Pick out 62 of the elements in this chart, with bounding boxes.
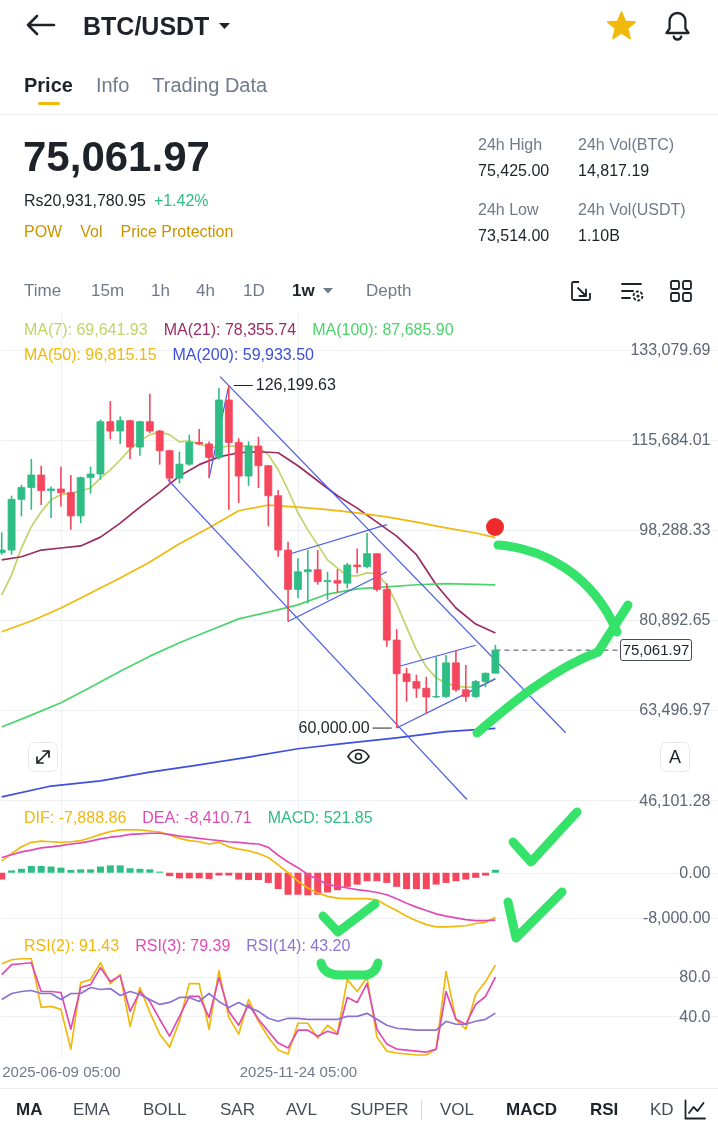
text: MA xyxy=(16,1099,43,1121)
text: 14,817.19 xyxy=(578,161,650,181)
text: MACD: 521.85 xyxy=(267,808,373,828)
text: EMA xyxy=(73,1099,110,1121)
annotation: A xyxy=(660,742,690,772)
series-label: RSI(2): 91.43 xyxy=(24,936,120,956)
text: +1.42% xyxy=(153,191,209,211)
text: POW xyxy=(24,222,63,242)
text: 1.10B xyxy=(578,226,620,246)
text: SUPER xyxy=(350,1099,409,1121)
text: AVL xyxy=(286,1099,317,1121)
text: 1w xyxy=(292,280,315,302)
text: 1h xyxy=(151,280,170,302)
text: MACD xyxy=(506,1099,557,1121)
text: Price Protection xyxy=(120,222,234,242)
annotation: 126,199.63 xyxy=(255,376,336,394)
text: Info xyxy=(95,73,130,98)
text: RSI xyxy=(590,1099,619,1121)
y-tick-label: 0.00 xyxy=(679,864,711,882)
annotation: 60,000.00 xyxy=(298,719,370,737)
text: 24h High xyxy=(478,135,543,155)
text: MA(100): 87,685.90 xyxy=(312,320,454,340)
text: Trading Data xyxy=(152,73,268,98)
text: MA(50): 96,815.15 xyxy=(24,345,157,365)
y-tick-label: 80.0 xyxy=(679,968,711,986)
text: 73,514.00 xyxy=(478,226,550,246)
text: 75,061.97 xyxy=(23,131,210,182)
text: 24h Vol(BTC) xyxy=(578,135,675,155)
ref-line-label: 75,061.97 xyxy=(620,639,692,662)
text: MA(200): 59,933.50 xyxy=(172,345,314,365)
text: VOL xyxy=(440,1099,475,1121)
text: Depth xyxy=(366,280,412,302)
y-tick-label: 46,101.28 xyxy=(639,791,711,809)
series-label: DIF: -7,888.86 xyxy=(24,808,127,828)
series-label: RSI(3): 79.39 xyxy=(135,936,231,956)
text: RSI(14): 43.20 xyxy=(246,936,351,956)
text: BOLL xyxy=(143,1099,187,1121)
y-tick-label: -8,000.00 xyxy=(642,909,711,927)
series-label: DEA: -8,410.71 xyxy=(142,808,252,828)
text: 1D xyxy=(243,280,265,302)
text: Rs20,931,780.95 xyxy=(24,191,146,211)
text: KD xyxy=(650,1099,674,1121)
text: 24h Vol(USDT) xyxy=(578,200,686,220)
text: 15m xyxy=(91,280,125,302)
y-tick-label: 80,892.65 xyxy=(639,611,711,629)
x-tick-label: 2025-06-09 05:00 xyxy=(2,1062,121,1080)
text: BTC/USDT xyxy=(83,11,210,41)
text: 75,425.00 xyxy=(478,161,550,181)
x-tick-label: 2025-11-24 05:00 xyxy=(239,1062,358,1080)
y-tick-label: 63,496.97 xyxy=(639,701,711,719)
text: MA(21): 78,355.74 xyxy=(163,320,297,340)
text: Price xyxy=(24,73,73,98)
text: 24h Low xyxy=(478,200,539,220)
y-tick-label: 98,288.33 xyxy=(639,521,711,539)
text: MA(7): 69,641.93 xyxy=(24,320,148,340)
text: Vol xyxy=(80,222,103,242)
y-tick-label: 40.0 xyxy=(679,1007,711,1025)
text: Time xyxy=(24,280,62,302)
y-tick-label: 133,079.69 xyxy=(630,341,711,359)
y-tick-label: 115,684.01 xyxy=(631,431,711,449)
text: SAR xyxy=(220,1099,255,1121)
text: 4h xyxy=(196,280,215,302)
